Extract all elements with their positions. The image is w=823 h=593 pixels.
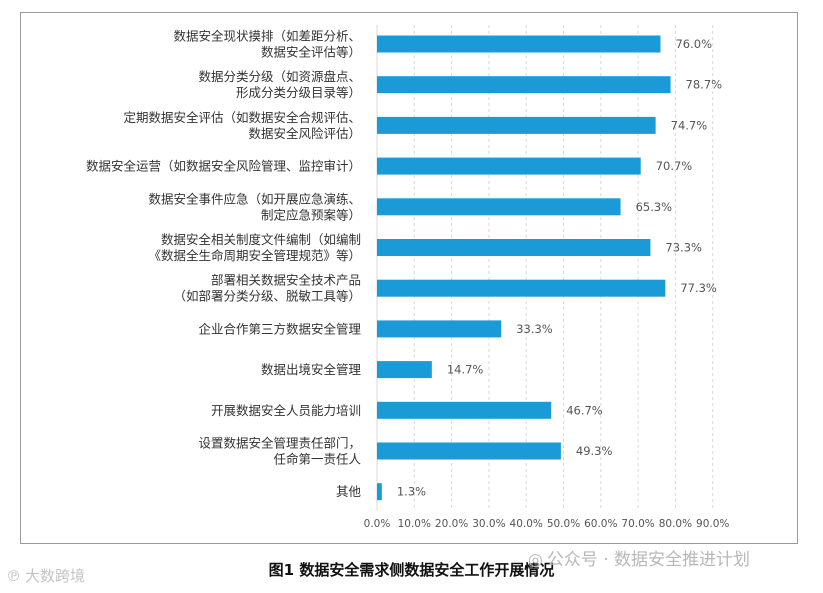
brand-logo-icon: ℗ bbox=[6, 567, 21, 585]
bar-value-label: 65.3% bbox=[636, 200, 673, 214]
wechat-icon: ◎ bbox=[528, 550, 543, 570]
bar-value-label: 74.7% bbox=[671, 118, 708, 132]
bar-chart: 76.0% 数据安全现状摸排（如差距分析、数据安全评估等） 78.7% 数据分类分级（… bbox=[86, 25, 729, 530]
bar bbox=[377, 442, 561, 460]
bar-value-label: 1.3% bbox=[397, 485, 426, 499]
bar bbox=[377, 401, 552, 419]
x-tick-label: 40.0% bbox=[510, 518, 543, 530]
bar bbox=[377, 35, 661, 53]
x-tick-label: 30.0% bbox=[472, 518, 505, 530]
category-label: 部署相关数据安全技术产品（如部署分类分级、脱敏工具等） bbox=[173, 273, 361, 304]
bar-value-label: 76.0% bbox=[675, 37, 712, 51]
x-tick-label: 80.0% bbox=[659, 518, 692, 530]
category-label: 企业合作第三方数据安全管理 bbox=[198, 321, 361, 336]
category-label: 数据分类分级（如资源盘点、形成分类分级目录等） bbox=[198, 69, 361, 100]
bar bbox=[377, 239, 651, 256]
bar-value-label: 49.3% bbox=[576, 444, 613, 458]
x-tick-label: 50.0% bbox=[547, 518, 580, 530]
category-label: 开展数据安全人员能力培训 bbox=[211, 403, 361, 418]
category-label: 设置数据安全管理责任部门，任命第一责任人 bbox=[198, 436, 361, 467]
x-tick-label: 10.0% bbox=[398, 518, 431, 530]
figure-caption: 图1 数据安全需求侧数据安全工作开展情况 bbox=[268, 561, 555, 579]
bar bbox=[377, 320, 502, 338]
bar bbox=[377, 361, 432, 379]
category-label: 数据安全相关制度文件编制（如编制《数据全生命周期安全管理规范》等） bbox=[148, 232, 361, 263]
category-label: 数据出境安全管理 bbox=[261, 362, 362, 377]
category-label: 数据安全现状摸排（如差距分析、数据安全评估等） bbox=[173, 29, 361, 60]
x-tick-label: 60.0% bbox=[584, 518, 617, 530]
bar-value-label: 78.7% bbox=[686, 78, 723, 92]
bar-value-label: 14.7% bbox=[447, 363, 484, 377]
x-tick-label: 90.0% bbox=[696, 518, 729, 530]
x-tick-label: 20.0% bbox=[435, 518, 468, 530]
bar-value-label: 33.3% bbox=[516, 322, 553, 336]
watermark-wechat: ◎ 公众号 · 数据安全推进计划 bbox=[528, 545, 750, 570]
bar bbox=[377, 198, 621, 216]
bar-value-label: 70.7% bbox=[656, 159, 693, 173]
x-tick-label: 0.0% bbox=[364, 518, 391, 530]
category-label: 其他 bbox=[336, 484, 362, 499]
category-label: 数据安全事件应急（如开展应急演练、制定应急预案等） bbox=[148, 191, 361, 222]
watermark-brand-text: 大数跨境 bbox=[25, 567, 86, 585]
bar bbox=[377, 116, 656, 134]
bar-value-label: 73.3% bbox=[665, 241, 702, 255]
bar-value-label: 46.7% bbox=[566, 403, 603, 417]
watermark-wechat-text: 公众号 · 数据安全推进计划 bbox=[546, 550, 751, 570]
x-tick-label: 70.0% bbox=[621, 518, 654, 530]
chart-frame: 76.0% 数据安全现状摸排（如差距分析、数据安全评估等） 78.7% 数据分类分级（… bbox=[20, 12, 798, 544]
category-label: 数据安全运营（如数据安全风险管理、监控审计） bbox=[86, 159, 361, 174]
bar bbox=[377, 483, 382, 501]
watermark-brand: ℗ 大数跨境 bbox=[6, 565, 85, 586]
bar-value-label: 77.3% bbox=[680, 281, 717, 295]
bar bbox=[377, 76, 671, 94]
bar bbox=[377, 157, 641, 175]
category-label: 定期数据安全评估（如数据安全合规评估、数据安全风险评估） bbox=[123, 110, 361, 141]
bar bbox=[377, 279, 666, 297]
